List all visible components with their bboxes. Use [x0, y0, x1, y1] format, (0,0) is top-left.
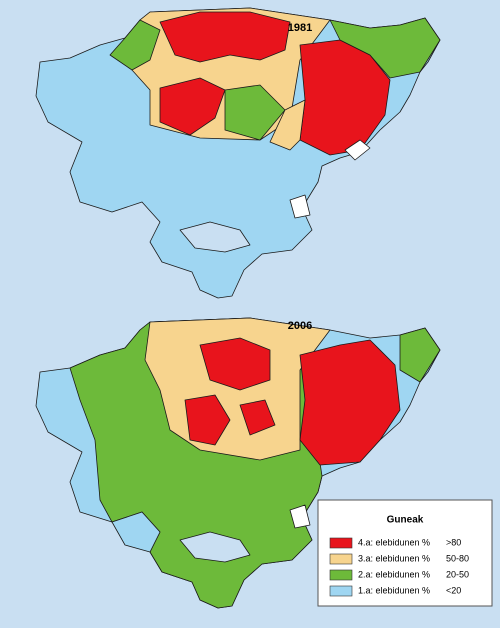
region	[269, 99, 306, 151]
legend-range: <20	[446, 585, 461, 595]
region	[159, 11, 291, 63]
region	[299, 339, 401, 466]
region	[159, 77, 226, 136]
region	[344, 139, 371, 161]
region	[179, 531, 251, 563]
region	[239, 399, 276, 436]
region	[109, 19, 161, 71]
map-title: 1981	[288, 22, 312, 34]
legend-swatch	[329, 553, 353, 565]
map-title: 2006	[288, 320, 312, 332]
legend-label: 1.a: elebidunen %	[358, 585, 430, 595]
region	[199, 337, 271, 391]
legend-range: 50-80	[446, 553, 469, 563]
region	[289, 504, 311, 529]
legend-range: >80	[446, 537, 461, 547]
legend-swatch	[329, 585, 353, 597]
map-1981: 1981	[35, 7, 441, 299]
region	[179, 221, 251, 253]
legend-swatch	[329, 537, 353, 549]
region	[224, 84, 286, 141]
legend-label: 3.a: elebidunen %	[358, 553, 430, 563]
region	[289, 194, 311, 219]
region	[111, 511, 161, 553]
legend-label: 2.a: elebidunen %	[358, 569, 430, 579]
map-2006: 2006	[35, 317, 441, 609]
legend-swatch	[329, 569, 353, 581]
legend-title: Guneak	[387, 515, 424, 526]
region	[329, 17, 441, 79]
region	[184, 394, 231, 446]
legend-label: 4.a: elebidunen %	[358, 537, 430, 547]
legend: Guneak 4.a: elebidunen % >80 3.a: elebidun…	[317, 499, 493, 607]
legend-range: 20-50	[446, 569, 469, 579]
region	[399, 327, 441, 383]
